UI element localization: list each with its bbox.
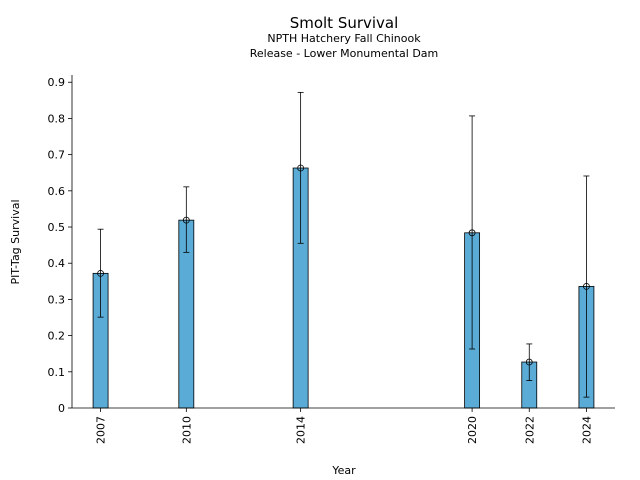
y-tick-label: 0.1 <box>48 366 66 379</box>
x-tick-label: 2007 <box>95 416 108 444</box>
chart-subtitle-line-1: NPTH Hatchery Fall Chinook <box>267 32 421 45</box>
x-tick-label: 2024 <box>580 416 593 444</box>
y-tick-label: 0.3 <box>48 293 66 306</box>
point-marker-2024 <box>583 282 590 290</box>
x-tick-label: 2014 <box>295 416 308 444</box>
y-axis-label: PIT-Tag Survival <box>9 199 22 284</box>
y-tick-label: 0.5 <box>48 221 66 234</box>
y-tick-label: 0.7 <box>48 149 66 162</box>
point-marker-2014 <box>297 164 305 172</box>
y-tick-label: 0.8 <box>48 112 66 125</box>
x-axis: 2007 2010 2014 2020 2022 2024 <box>72 407 615 444</box>
point-marker-2022 <box>525 358 533 366</box>
y-tick-label: 0.4 <box>48 257 66 270</box>
x-tick-label: 2020 <box>466 416 479 444</box>
chart-subtitle-line-2: Release - Lower Monumental Dam <box>250 47 439 60</box>
y-tick-label: 0.9 <box>48 76 66 89</box>
x-tick-label: 2010 <box>180 416 193 444</box>
y-tick-label: 0 <box>58 402 65 415</box>
y-axis: 0 0.1 0.2 0.3 0.4 0.5 0.6 0.7 0.8 0.9 <box>48 75 73 415</box>
plot-area <box>92 91 595 409</box>
point-marker-2020 <box>468 229 476 237</box>
x-axis-label: Year <box>331 464 356 477</box>
point-marker-2007 <box>97 269 104 277</box>
chart-title: Smolt Survival <box>290 14 399 32</box>
y-tick-label: 0.6 <box>48 185 66 198</box>
y-tick-label: 0.2 <box>48 330 66 343</box>
point-marker-2010 <box>182 216 190 224</box>
x-tick-label: 2022 <box>523 416 536 444</box>
